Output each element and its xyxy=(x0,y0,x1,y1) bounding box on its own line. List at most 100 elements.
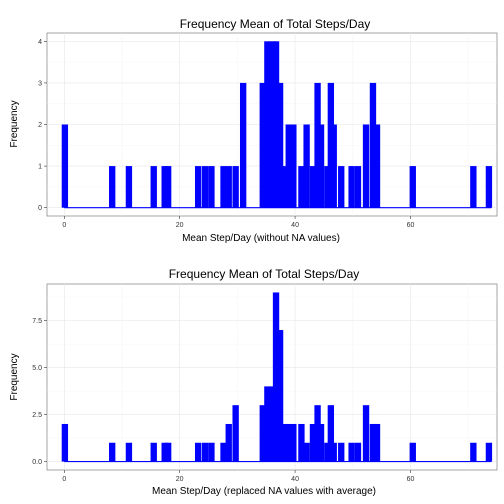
histogram-bar xyxy=(348,442,355,462)
histogram-bar xyxy=(314,405,321,462)
histogram-bar xyxy=(272,292,280,462)
chart-2-x-ticks: 0 20 40 60 xyxy=(62,470,414,483)
histogram-bar xyxy=(259,405,266,462)
chart-2-bars xyxy=(61,292,493,463)
histogram-bar xyxy=(348,166,355,208)
histogram-bar xyxy=(201,166,209,208)
x-tick-label: 0 xyxy=(62,476,66,483)
histogram-bar xyxy=(369,423,377,462)
histogram-bar xyxy=(324,442,331,462)
histogram-bar xyxy=(201,442,209,462)
histogram-bar xyxy=(290,124,297,208)
chart-2-title: Frequency Mean of Total Steps/Day xyxy=(169,267,360,281)
histogram-bar xyxy=(470,442,477,462)
histogram-bar xyxy=(276,82,284,208)
histogram-bar xyxy=(225,423,232,462)
histogram-bar xyxy=(330,124,337,208)
chart-1-y-axis-label: Frequency xyxy=(9,100,20,147)
histogram-bar xyxy=(290,423,297,462)
chart-1-x-ticks: 0 20 40 60 xyxy=(62,216,414,229)
y-tick-label: 2.5 xyxy=(32,412,42,419)
chart-1-x-axis-label: Mean Step/Day (without NA values) xyxy=(182,233,340,244)
y-tick-label: 1 xyxy=(38,164,42,171)
histogram-bar xyxy=(269,41,276,208)
histogram-bar xyxy=(369,82,377,208)
histogram-bar xyxy=(373,423,381,462)
chart-panel-2: Frequency Mean of Total Steps/Day 0 20 40 6… xyxy=(9,267,498,497)
y-tick-label: 0 xyxy=(38,205,42,212)
histogram-bar xyxy=(317,423,325,462)
histogram-bar xyxy=(194,166,202,208)
histogram-bar xyxy=(276,330,284,462)
x-tick-label: 40 xyxy=(291,222,299,229)
y-tick-label: 0.0 xyxy=(32,459,42,466)
histogram-bar xyxy=(409,166,416,208)
histogram-bar xyxy=(125,166,133,208)
histogram-bar xyxy=(470,166,477,208)
histogram-bar xyxy=(164,166,172,208)
chart-panel-1: Frequency Mean of Total Steps/Day 0 20 40 6… xyxy=(9,17,498,244)
chart-1-y-ticks: 0 1 2 3 4 xyxy=(38,39,47,212)
histogram-bar xyxy=(125,442,133,462)
histogram-bar xyxy=(317,124,325,208)
histogram-bar xyxy=(298,423,305,462)
histogram-bar xyxy=(264,386,271,462)
histogram-bar xyxy=(362,405,370,462)
histogram-bar xyxy=(354,166,362,208)
histogram-bar xyxy=(232,166,239,208)
histogram-bar xyxy=(285,124,292,208)
chart-2-y-ticks: 0.0 2.5 5.0 7.5 xyxy=(32,318,47,466)
histogram-bar xyxy=(164,442,172,462)
histogram-bar xyxy=(324,166,331,208)
histogram-bar xyxy=(409,442,416,462)
histogram-bar xyxy=(303,124,310,208)
x-tick-label: 20 xyxy=(176,476,184,483)
histogram-bar xyxy=(281,423,288,462)
histogram-bar xyxy=(161,166,168,208)
histogram-bar xyxy=(338,442,345,462)
histogram-bar xyxy=(161,442,168,462)
histogram-bar xyxy=(264,41,271,208)
histogram-bar xyxy=(225,166,232,208)
histogram-bar xyxy=(303,442,310,462)
histogram-bar xyxy=(309,423,317,462)
chart-2-y-axis-label: Frequency xyxy=(9,353,20,400)
histogram-bar xyxy=(239,82,247,208)
x-tick-label: 0 xyxy=(62,222,66,229)
histogram-bar xyxy=(150,442,157,462)
histogram-bar xyxy=(269,386,276,462)
histogram-bar xyxy=(373,124,381,208)
y-tick-label: 3 xyxy=(38,80,42,87)
histogram-bar xyxy=(354,442,362,462)
histogram-bar xyxy=(314,82,321,208)
histogram-bar xyxy=(298,166,305,208)
histogram-bar xyxy=(327,405,335,462)
histogram-bar xyxy=(330,442,337,462)
y-tick-label: 7.5 xyxy=(32,318,42,325)
histogram-bar xyxy=(259,82,266,208)
x-tick-label: 60 xyxy=(407,222,415,229)
x-tick-label: 40 xyxy=(291,476,299,483)
histogram-bar xyxy=(338,166,345,208)
histogram-bar xyxy=(208,166,215,208)
chart-1-title: Frequency Mean of Total Steps/Day xyxy=(180,17,371,31)
y-tick-label: 4 xyxy=(38,39,42,46)
chart-2-x-axis-label: Mean Step/Day (replaced NA values with a… xyxy=(152,486,376,497)
y-tick-label: 2 xyxy=(38,122,42,129)
x-tick-label: 60 xyxy=(407,476,415,483)
histogram-bar xyxy=(485,442,493,462)
histogram-bar xyxy=(362,124,370,208)
histogram-bar xyxy=(208,442,215,462)
chart-1-bars xyxy=(61,41,493,209)
histogram-bar xyxy=(220,166,227,208)
histogram-bar xyxy=(109,166,116,208)
histogram-bar xyxy=(150,166,157,208)
histogram-bar xyxy=(194,442,202,462)
histogram-bar xyxy=(220,442,227,462)
y-tick-label: 5.0 xyxy=(32,365,42,372)
histogram-bar xyxy=(281,166,288,208)
x-tick-label: 20 xyxy=(176,222,184,229)
histogram-bar xyxy=(485,166,493,208)
histogram-bar xyxy=(109,442,116,462)
